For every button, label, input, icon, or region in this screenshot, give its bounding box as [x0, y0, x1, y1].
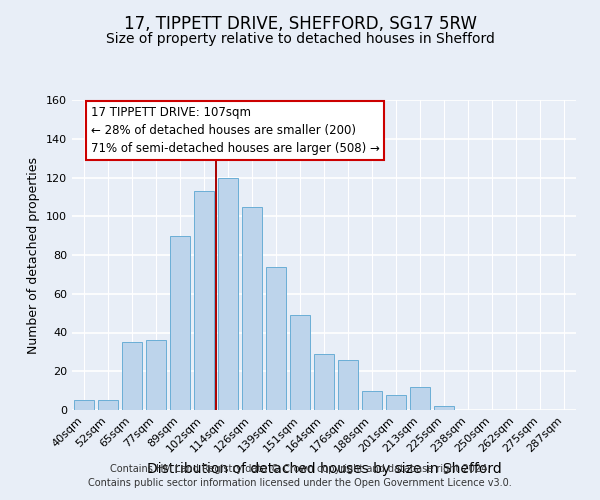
Bar [146, 340, 166, 410]
Bar [338, 360, 358, 410]
Y-axis label: Number of detached properties: Number of detached properties [28, 156, 40, 354]
Bar [410, 387, 430, 410]
Bar [314, 354, 334, 410]
Bar [386, 394, 406, 410]
Bar [218, 178, 238, 410]
Bar [362, 390, 382, 410]
Bar [266, 266, 286, 410]
Text: 17 TIPPETT DRIVE: 107sqm
← 28% of detached houses are smaller (200)
71% of semi-: 17 TIPPETT DRIVE: 107sqm ← 28% of detach… [91, 106, 380, 155]
Bar [434, 406, 454, 410]
X-axis label: Distribution of detached houses by size in Shefford: Distribution of detached houses by size … [146, 462, 502, 476]
Bar [122, 342, 142, 410]
Text: Size of property relative to detached houses in Shefford: Size of property relative to detached ho… [106, 32, 494, 46]
Bar [194, 191, 214, 410]
Text: 17, TIPPETT DRIVE, SHEFFORD, SG17 5RW: 17, TIPPETT DRIVE, SHEFFORD, SG17 5RW [124, 15, 476, 33]
Bar [98, 400, 118, 410]
Bar [290, 315, 310, 410]
Text: Contains HM Land Registry data © Crown copyright and database right 2024.
Contai: Contains HM Land Registry data © Crown c… [88, 464, 512, 487]
Bar [242, 206, 262, 410]
Bar [170, 236, 190, 410]
Bar [74, 400, 94, 410]
